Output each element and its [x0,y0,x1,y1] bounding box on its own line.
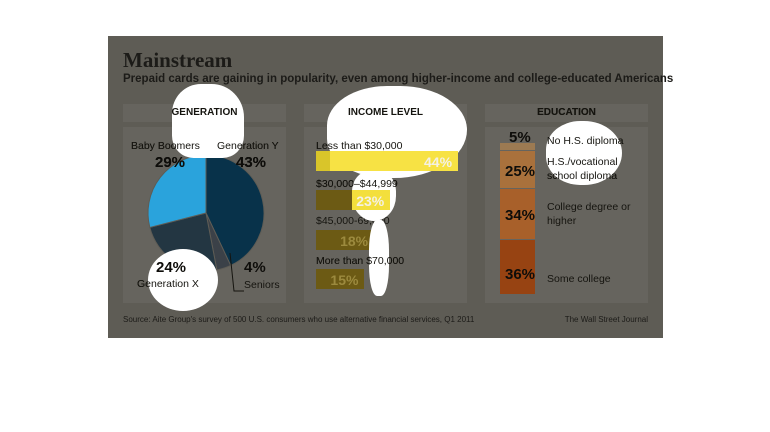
income-label-3-overlay: More than $70,000 [316,255,405,267]
credit-note: The Wall Street Journal [564,315,648,324]
education-label-2-line-1: College degree or [547,201,631,213]
income-bar-1-overlay [352,190,391,210]
income-bar-2 [316,230,375,250]
income-label-0-overlay: Less than $30,000 [316,140,403,152]
page-title: Mainstream [123,48,233,72]
pie-value-generation-x-overlay: 24% [156,259,187,276]
page-subtitle: Prepaid cards are gaining in popularity,… [123,73,674,85]
source-note: Source: Aite Group's survey of 500 U.S. … [123,315,475,324]
education-value-1: 25% [505,163,536,180]
education-segment-3 [500,240,535,294]
pie-label-generation-x-overlay: Generation X [137,278,199,290]
education-label-0-overlay: No H.S. diploma [547,135,624,147]
income-bar-0-overlay [330,151,458,171]
pie-value-seniors: 4% [244,259,266,276]
infographic: Mainstream Prepaid cards are gaining in … [108,36,673,338]
education-label-2-line-2: higher [547,215,577,227]
generation-header-overlay: GENERATION [171,107,238,118]
pie-value-generation-y-overlay: 43% [236,154,267,171]
pie-label-baby-boomers-overlay: Baby Boomers [131,140,200,152]
education-segment-1 [500,150,535,188]
pie-value-baby-boomers-overlay: 29% [155,154,186,171]
pie-value-baby-boomers: 29% [155,154,186,171]
highlight-blob-generation-x [148,249,218,311]
education-segment-2 [500,188,535,240]
education-value-0: 5% [509,129,531,146]
education-label-1-line-2-overlay: school diploma [547,170,618,182]
education-label-3: Some college [547,273,611,285]
education-label-1-line-1-overlay: H.S./vocational [547,156,618,168]
income-value-1-overlay: 23% [356,193,385,209]
income-value-0-overlay: 44% [424,154,453,170]
education-header: EDUCATION [485,104,648,122]
income-header-overlay: INCOME LEVEL [347,107,423,118]
income-bar-3 [316,269,365,289]
education-segment-0 [500,143,535,150]
seniors-leader-line [229,252,244,292]
education-header-overlay: EDUCATION [537,107,596,118]
education-value-2: 34% [505,207,536,224]
highlight-blob-education [546,121,622,185]
highlight-blob-income-drip [369,220,389,296]
pie-label-generation-y-overlay: Generation Y [217,140,279,152]
pie-label-seniors: Seniors [244,279,280,291]
pie-value-generation-y: 43% [236,154,267,171]
education-value-3: 36% [505,266,536,283]
highlight-blob-generation-top [172,84,244,158]
income-label-1-overlay: $30,000–$44,999 [316,178,398,190]
income-value-2: 18% [340,233,369,249]
income-value-3: 15% [330,272,359,288]
